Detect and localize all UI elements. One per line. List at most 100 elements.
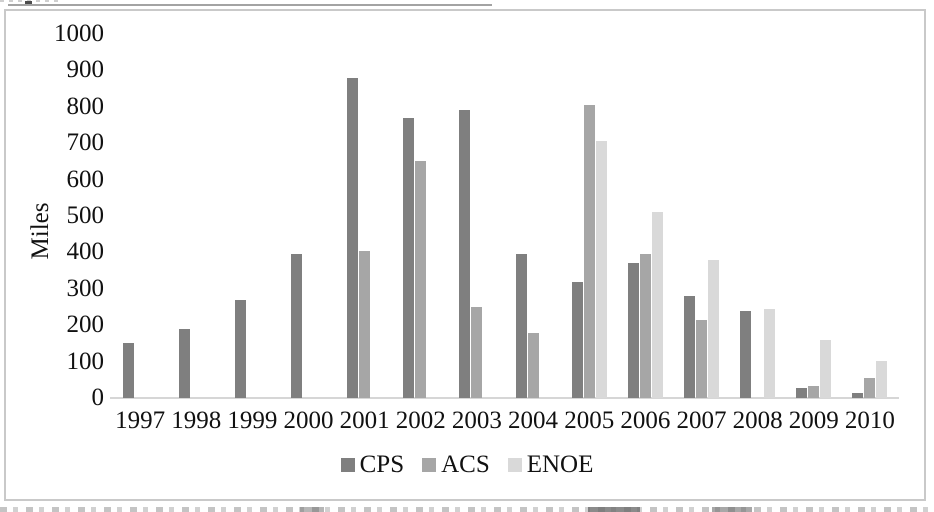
x-tick-label-2006: 2006 xyxy=(620,407,671,434)
y-tick-label-800: 800 xyxy=(66,92,105,120)
bar-slot-enoe-2010 xyxy=(876,361,888,398)
bar-slot-cps-1997 xyxy=(122,343,134,398)
cropped-text-artifact-top-line xyxy=(8,4,492,6)
bar-slot-cps-2005 xyxy=(571,282,583,398)
bar-slot-cps-2009 xyxy=(796,388,808,398)
bar-slot-cps-1998 xyxy=(178,329,190,398)
bar-enoe-2008 xyxy=(764,309,776,398)
bar-slot-acs-2009 xyxy=(808,386,820,398)
bar-group-1997 xyxy=(112,34,168,398)
bar-group-2010 xyxy=(842,34,898,398)
x-tick-label-2009: 2009 xyxy=(788,407,839,434)
bar-slot-acs-2006 xyxy=(639,254,651,398)
bar-enoe-2006 xyxy=(651,212,663,398)
bar-group-2003 xyxy=(449,34,505,398)
bar-slot-cps-2006 xyxy=(627,263,639,398)
y-tick-label-400: 400 xyxy=(66,238,105,266)
bar-group-2006 xyxy=(617,34,673,398)
bar-enoe-2007 xyxy=(707,260,719,398)
x-tick-label-1998: 1998 xyxy=(171,407,222,434)
bar-slot-acs-2010 xyxy=(864,378,876,398)
bar-cps-2000 xyxy=(290,254,302,398)
bar-slot-acs-2004 xyxy=(527,333,539,398)
bar-slot-cps-1999 xyxy=(234,300,246,398)
bar-cps-2007 xyxy=(683,296,695,398)
y-tick-label-0: 0 xyxy=(91,384,105,411)
bar-cps-2001 xyxy=(347,78,359,398)
y-tick-label-1000: 1000 xyxy=(54,20,104,47)
bar-cps-2009 xyxy=(796,388,808,398)
cropped-text-artifact-bottom-dark xyxy=(300,507,324,512)
bar-group-2005 xyxy=(561,34,617,398)
bar-cps-1999 xyxy=(234,300,246,398)
y-tick-label-900: 900 xyxy=(66,56,105,84)
bar-enoe-2009 xyxy=(820,340,832,398)
x-tick-label-1999: 1999 xyxy=(227,407,278,434)
bar-slot-cps-2004 xyxy=(515,254,527,398)
x-tick-label-2007: 2007 xyxy=(676,407,727,434)
legend-item-cps: CPS xyxy=(340,452,404,478)
bar-slot-cps-2001 xyxy=(347,78,359,398)
bar-cps-1998 xyxy=(178,329,190,398)
bar-group-2009 xyxy=(786,34,842,398)
legend-swatch-icon xyxy=(340,458,355,472)
x-tick-label-2002: 2002 xyxy=(395,407,446,434)
bar-slot-enoe-2007 xyxy=(707,260,719,398)
cropped-text-artifact-bottom-dark xyxy=(588,507,640,512)
bar-slot-acs-2007 xyxy=(695,320,707,398)
bar-enoe-2010 xyxy=(876,361,888,398)
bar-slot-acs-2003 xyxy=(471,307,483,398)
bar-group-2007 xyxy=(673,34,729,398)
bar-acs-2007 xyxy=(695,320,707,398)
bar-cps-2002 xyxy=(403,118,415,398)
bar-acs-2006 xyxy=(639,254,651,398)
x-tick-label-2010: 2010 xyxy=(844,407,895,434)
legend-swatch-icon xyxy=(507,458,522,472)
bar-slot-enoe-2006 xyxy=(651,212,663,398)
y-tick-label-500: 500 xyxy=(66,202,105,229)
bar-cps-2003 xyxy=(459,110,471,398)
bar-acs-2005 xyxy=(583,105,595,398)
bar-slot-enoe-2008 xyxy=(764,309,776,398)
bar-group-1998 xyxy=(168,34,224,398)
legend-label: ENOE xyxy=(526,451,594,478)
bar-acs-2009 xyxy=(808,386,820,398)
bar-slot-cps-2010 xyxy=(852,393,864,398)
legend-label: ACS xyxy=(441,451,490,478)
bar-slot-cps-2007 xyxy=(683,296,695,398)
bar-slot-acs-2001 xyxy=(359,251,371,398)
bar-cps-1997 xyxy=(122,343,134,398)
bar-group-2000 xyxy=(280,34,336,398)
bar-enoe-2005 xyxy=(595,141,607,398)
bar-slot-cps-2003 xyxy=(459,110,471,398)
y-tick-label-200: 200 xyxy=(66,311,105,339)
x-tick-label-2000: 2000 xyxy=(283,407,334,434)
bar-slot-cps-2008 xyxy=(740,311,752,398)
bar-acs-2003 xyxy=(471,307,483,398)
bar-cps-2004 xyxy=(515,254,527,398)
bar-slot-enoe-2009 xyxy=(820,340,832,398)
bar-slot-acs-2005 xyxy=(583,105,595,398)
cropped-text-artifact-top-dash xyxy=(25,1,32,4)
cropped-text-artifact-bottom xyxy=(0,507,934,512)
y-tick-label-600: 600 xyxy=(66,165,105,193)
x-tick-label-2001: 2001 xyxy=(339,407,390,434)
bar-group-2002 xyxy=(393,34,449,398)
bar-slot-cps-2000 xyxy=(290,254,302,398)
bar-cps-2005 xyxy=(571,282,583,398)
bar-group-2004 xyxy=(505,34,561,398)
bar-acs-2002 xyxy=(415,161,427,398)
plot-area xyxy=(112,34,898,398)
legend-item-enoe: ENOE xyxy=(507,451,594,478)
x-axis-line xyxy=(110,397,899,399)
bar-slot-cps-2002 xyxy=(403,118,415,398)
bar-acs-2004 xyxy=(527,333,539,398)
bar-group-1999 xyxy=(224,34,280,398)
legend-item-acs: ACS xyxy=(422,452,490,478)
bar-acs-2001 xyxy=(359,251,371,398)
x-tick-label-2005: 2005 xyxy=(564,407,615,434)
bar-cps-2006 xyxy=(627,263,639,398)
bar-slot-enoe-2005 xyxy=(595,141,607,398)
bar-slot-acs-2002 xyxy=(415,161,427,398)
y-tick-label-300: 300 xyxy=(66,274,105,302)
